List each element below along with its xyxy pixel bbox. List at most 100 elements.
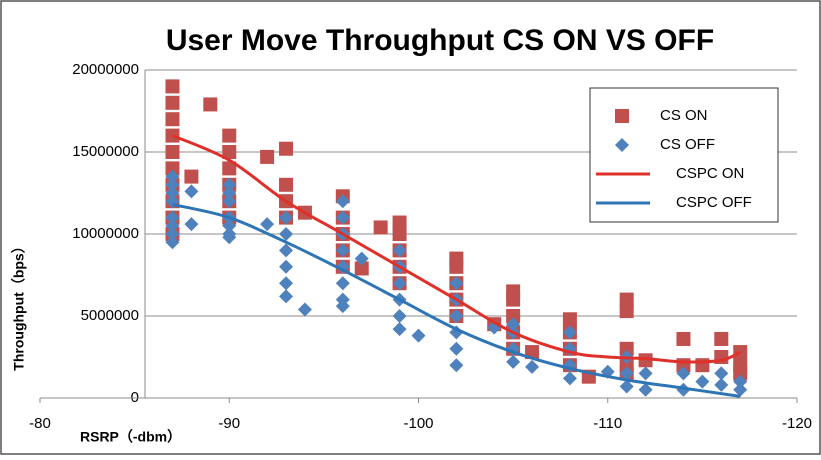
marker-square: [354, 261, 369, 276]
marker-diamond: [449, 358, 464, 373]
x-axis-label: RSRP（-dbm）: [80, 429, 181, 445]
marker-diamond: [335, 194, 350, 209]
marker-square: [165, 112, 180, 127]
marker-diamond: [260, 217, 275, 232]
marker-square: [279, 141, 294, 156]
marker-diamond: [392, 276, 407, 291]
x-tick-label: -100: [403, 415, 433, 432]
marker-square: [714, 331, 729, 346]
marker-diamond: [279, 210, 294, 225]
marker-diamond: [714, 377, 729, 392]
marker-diamond: [335, 210, 350, 225]
marker-square: [165, 95, 180, 110]
x-tick-label: -90: [218, 415, 240, 432]
marker-diamond: [335, 276, 350, 291]
marker-diamond: [222, 230, 237, 245]
marker-diamond: [619, 366, 634, 381]
marker-diamond: [392, 309, 407, 323]
trend-line: [172, 203, 741, 398]
marker-diamond: [279, 289, 294, 304]
x-tick-label: -80: [29, 415, 51, 432]
trend-line: [171, 134, 741, 364]
marker-diamond: [279, 227, 294, 241]
marker-diamond: [335, 299, 350, 314]
marker-diamond: [506, 317, 521, 332]
marker-diamond: [279, 243, 294, 258]
legend-label: CS ON: [660, 107, 708, 124]
marker-square: [222, 128, 237, 143]
marker-square: [184, 169, 199, 184]
marker-diamond: [733, 382, 748, 397]
marker-diamond: [335, 243, 350, 258]
marker-square: [676, 331, 691, 346]
marker-square: [733, 366, 748, 381]
marker-diamond: [222, 218, 237, 233]
marker-diamond: [297, 302, 312, 317]
plot-area: 0 5000000 10000000 15000000 20000000 -80 -90 -1…: [29, 61, 812, 432]
y-tick-label: 0: [131, 389, 139, 406]
marker-square: [279, 177, 294, 192]
marker-diamond: [638, 382, 653, 397]
marker-diamond: [354, 251, 369, 266]
marker-diamond: [165, 227, 180, 241]
marker-square: [222, 145, 237, 159]
marker-diamond: [184, 217, 199, 232]
marker-diamond: [695, 374, 710, 389]
x-tick-label: -120: [782, 415, 812, 432]
marker-square: [619, 304, 634, 319]
marker-square: [619, 292, 634, 307]
legend: CS ON CS OFF CSPC ON CSPC OFF: [589, 87, 779, 223]
marker-square: [506, 309, 521, 323]
marker-diamond: [165, 210, 180, 225]
marker-diamond: [222, 194, 237, 209]
x-tick-label: -110: [593, 415, 622, 432]
marker-square: [165, 161, 180, 176]
marker-square: [392, 227, 407, 241]
marker-square: [203, 97, 218, 112]
marker-diamond: [619, 379, 634, 394]
marker-square: [165, 79, 180, 94]
marker-diamond: [676, 366, 691, 381]
marker-diamond: [165, 186, 180, 200]
marker-square: [165, 145, 180, 159]
marker-diamond: [411, 328, 426, 343]
marker-diamond: [165, 235, 180, 250]
marker-diamond: [279, 259, 294, 274]
marker-square: [638, 353, 653, 368]
marker-diamond: [392, 243, 407, 258]
marker-square: [562, 312, 577, 327]
marker-diamond: [714, 366, 729, 381]
y-tick-label: 20000000: [72, 61, 139, 78]
marker-diamond: [449, 341, 464, 356]
legend-label: CSPC OFF: [676, 194, 752, 211]
marker-diamond: [222, 177, 237, 192]
marker-diamond: [638, 366, 653, 381]
y-tick-label: 10000000: [72, 225, 139, 242]
marker-square: [260, 149, 275, 164]
marker-diamond: [392, 322, 407, 337]
marker-diamond: [165, 177, 180, 192]
marker-diamond: [562, 371, 577, 386]
y-tick-label: 5000000: [81, 307, 139, 324]
marker-diamond: [525, 359, 540, 374]
legend-label: CS OFF: [660, 136, 715, 153]
marker-square: [506, 292, 521, 307]
marker-square: [222, 161, 237, 176]
y-axis-label: Throughput（bps）: [11, 239, 27, 370]
legend-label: CSPC ON: [676, 165, 744, 182]
marker-square: [615, 109, 629, 123]
marker-diamond: [222, 186, 237, 200]
marker-diamond: [733, 374, 748, 389]
marker-square: [373, 220, 388, 235]
marker-diamond: [184, 184, 199, 199]
marker-square: [392, 215, 407, 230]
y-tick-label: 15000000: [72, 143, 139, 160]
marker-square: [449, 259, 464, 274]
marker-diamond: [562, 325, 577, 340]
marker-diamond: [506, 354, 521, 369]
marker-diamond: [449, 276, 464, 291]
marker-diamond: [615, 138, 629, 152]
marker-diamond: [165, 218, 180, 233]
marker-diamond: [165, 169, 180, 184]
